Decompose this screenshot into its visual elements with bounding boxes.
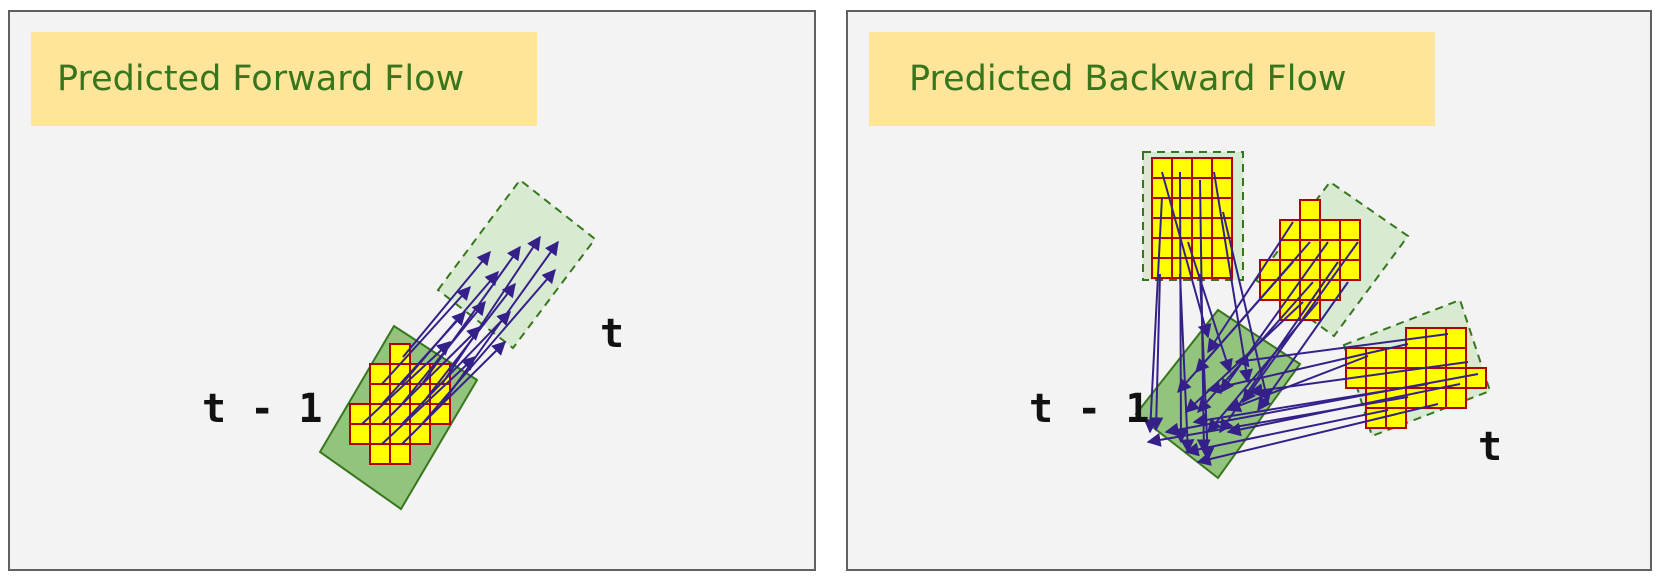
label-t-minus-1: t - 1 bbox=[1029, 386, 1149, 432]
flow-arrow bbox=[401, 310, 511, 425]
flow-arrow bbox=[381, 310, 466, 405]
flow-arrow bbox=[401, 341, 506, 445]
pixel-cell bbox=[1279, 259, 1301, 281]
flow-arrow bbox=[402, 250, 491, 358]
label-t-minus-1: t - 1 bbox=[202, 386, 322, 432]
pixel-cell bbox=[369, 423, 391, 445]
pixel-cell bbox=[1279, 279, 1301, 301]
pixel-cell bbox=[1299, 279, 1321, 301]
flow-arrow bbox=[1192, 383, 1429, 427]
flow-arrow bbox=[1196, 403, 1439, 466]
flow-arrow bbox=[421, 245, 521, 385]
label-t: t bbox=[600, 311, 624, 357]
flow-arrow bbox=[421, 282, 516, 405]
pixel-cell bbox=[1365, 367, 1387, 389]
backward-flow-diagram: t - 1 t bbox=[1029, 151, 1502, 480]
flow-arrow bbox=[1184, 409, 1389, 457]
flow-arrow bbox=[1187, 241, 1233, 374]
flow-arrow bbox=[381, 326, 481, 425]
flow-arrow bbox=[381, 285, 471, 385]
pixel-cell bbox=[1385, 347, 1407, 369]
region-t bbox=[436, 178, 597, 350]
pixel-cell bbox=[369, 363, 391, 385]
flow-arrow bbox=[421, 268, 556, 425]
pixel-cell bbox=[1465, 367, 1487, 389]
forward-flow-diagram: t - 1 t bbox=[202, 178, 624, 511]
flow-arrow bbox=[1161, 171, 1212, 339]
pixel-cell bbox=[1171, 157, 1193, 179]
pixel-cell bbox=[1445, 327, 1467, 349]
pixel-cell bbox=[1299, 199, 1321, 221]
pixel-cell bbox=[389, 343, 411, 365]
pixel-cell bbox=[1151, 257, 1173, 279]
flow-arrow bbox=[1146, 396, 1409, 447]
flow-arrow bbox=[1234, 333, 1449, 368]
flow-arrow bbox=[1177, 261, 1294, 394]
flow-arrow bbox=[1207, 221, 1294, 354]
pixel-cell bbox=[1319, 219, 1341, 241]
label-t: t bbox=[1478, 424, 1502, 470]
backward-flow-panel: Predicted Backward Flow t - 1 t bbox=[846, 10, 1652, 571]
pixel-cell bbox=[1405, 347, 1427, 369]
pixel-cell bbox=[1191, 157, 1213, 179]
flow-arrow bbox=[1226, 355, 1369, 412]
flow-arrow bbox=[361, 341, 452, 425]
pixel-cell bbox=[1171, 177, 1193, 199]
forward-flow-panel: Predicted Forward Flow t - 1 t bbox=[8, 10, 816, 571]
pixel-cell bbox=[1191, 177, 1213, 199]
flow-arrow bbox=[441, 235, 541, 385]
pixel-cell bbox=[409, 423, 431, 445]
pixel-cell bbox=[1445, 387, 1467, 409]
flow-arrow bbox=[1143, 196, 1163, 434]
pixel-cell bbox=[1211, 257, 1233, 279]
backward-flow-title: Predicted Backward Flow bbox=[869, 32, 1435, 126]
flow-arrow bbox=[1206, 343, 1409, 394]
pixel-cell bbox=[1259, 259, 1281, 281]
pixel-cell bbox=[1151, 237, 1173, 259]
pixel-cell bbox=[1151, 217, 1173, 239]
pixel-cell bbox=[1425, 327, 1447, 349]
pixel-cell bbox=[369, 443, 391, 465]
pixel-cell bbox=[1191, 197, 1213, 219]
forward-flow-title: Predicted Forward Flow bbox=[31, 32, 537, 126]
pixel-cell bbox=[1425, 367, 1447, 389]
flow-arrow bbox=[1207, 301, 1319, 434]
flow-arrow bbox=[1213, 171, 1253, 384]
pixel-cell bbox=[1339, 259, 1361, 281]
pixel-cell bbox=[1211, 197, 1233, 219]
pixel-cell bbox=[1299, 219, 1321, 241]
pixel-cell bbox=[389, 443, 411, 465]
flow-arrow bbox=[381, 356, 477, 445]
pixel-cell bbox=[349, 423, 371, 445]
pixel-cell bbox=[1339, 219, 1361, 241]
flow-arrow bbox=[1179, 273, 1195, 454]
pixel-cell bbox=[1385, 407, 1407, 429]
pixel-cell bbox=[349, 403, 371, 425]
flow-arrow bbox=[1149, 273, 1164, 432]
pixel-cell bbox=[1191, 217, 1213, 239]
